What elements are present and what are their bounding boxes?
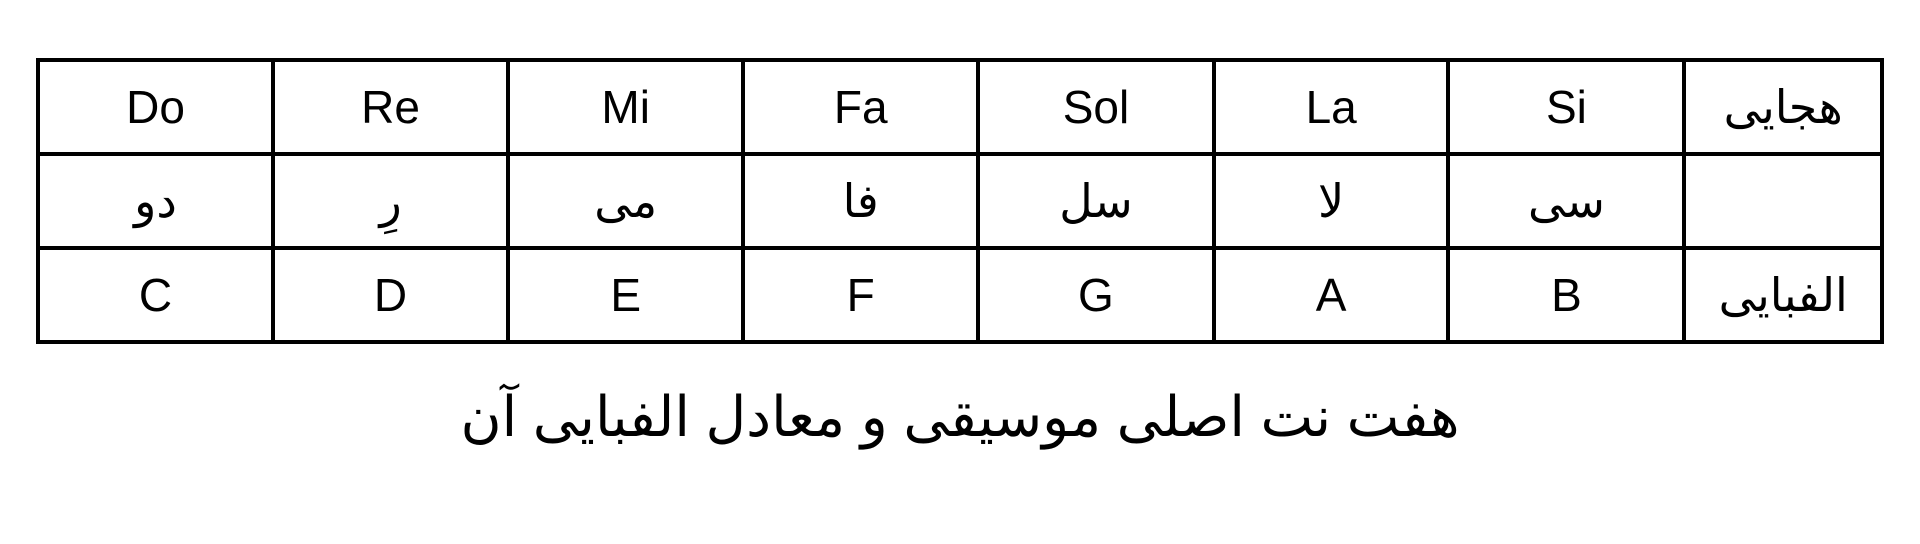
persian-cell-sol: سل <box>978 154 1214 248</box>
alpha-cell-a: A <box>1214 248 1449 342</box>
musical-notes-table: Do Re Mi Fa Sol La Si هجایی دو رِ می فا … <box>36 58 1884 344</box>
row-label-alphabetic: الفبایی <box>1684 248 1882 342</box>
alpha-cell-c: C <box>38 248 273 342</box>
persian-cell-la: لا <box>1214 154 1449 248</box>
solfege-cell-sol: Sol <box>978 60 1214 154</box>
persian-cell-do: دو <box>38 154 273 248</box>
solfege-cell-la: La <box>1214 60 1449 154</box>
solfege-cell-mi: Mi <box>508 60 743 154</box>
alpha-cell-g: G <box>978 248 1214 342</box>
persian-cell-si: سی <box>1448 154 1684 248</box>
alpha-cell-f: F <box>743 248 978 342</box>
solfege-cell-fa: Fa <box>743 60 978 154</box>
table-row: دو رِ می فا سل لا سی <box>38 154 1882 248</box>
solfege-cell-si: Si <box>1448 60 1684 154</box>
persian-cell-mi: می <box>508 154 743 248</box>
table-row: Do Re Mi Fa Sol La Si هجایی <box>38 60 1882 154</box>
solfege-cell-do: Do <box>38 60 273 154</box>
table-row: C D E F G A B الفبایی <box>38 248 1882 342</box>
alpha-cell-d: D <box>273 248 508 342</box>
alpha-cell-b: B <box>1448 248 1684 342</box>
persian-cell-fa: فا <box>743 154 978 248</box>
persian-cell-re: رِ <box>273 154 508 248</box>
solfege-cell-re: Re <box>273 60 508 154</box>
alpha-cell-e: E <box>508 248 743 342</box>
row-label-syllabic: هجایی <box>1684 60 1882 154</box>
row-label-persian-empty <box>1684 154 1882 248</box>
table-caption: هفت نت اصلی موسیقی و معادل الفبایی آن <box>460 384 1459 450</box>
